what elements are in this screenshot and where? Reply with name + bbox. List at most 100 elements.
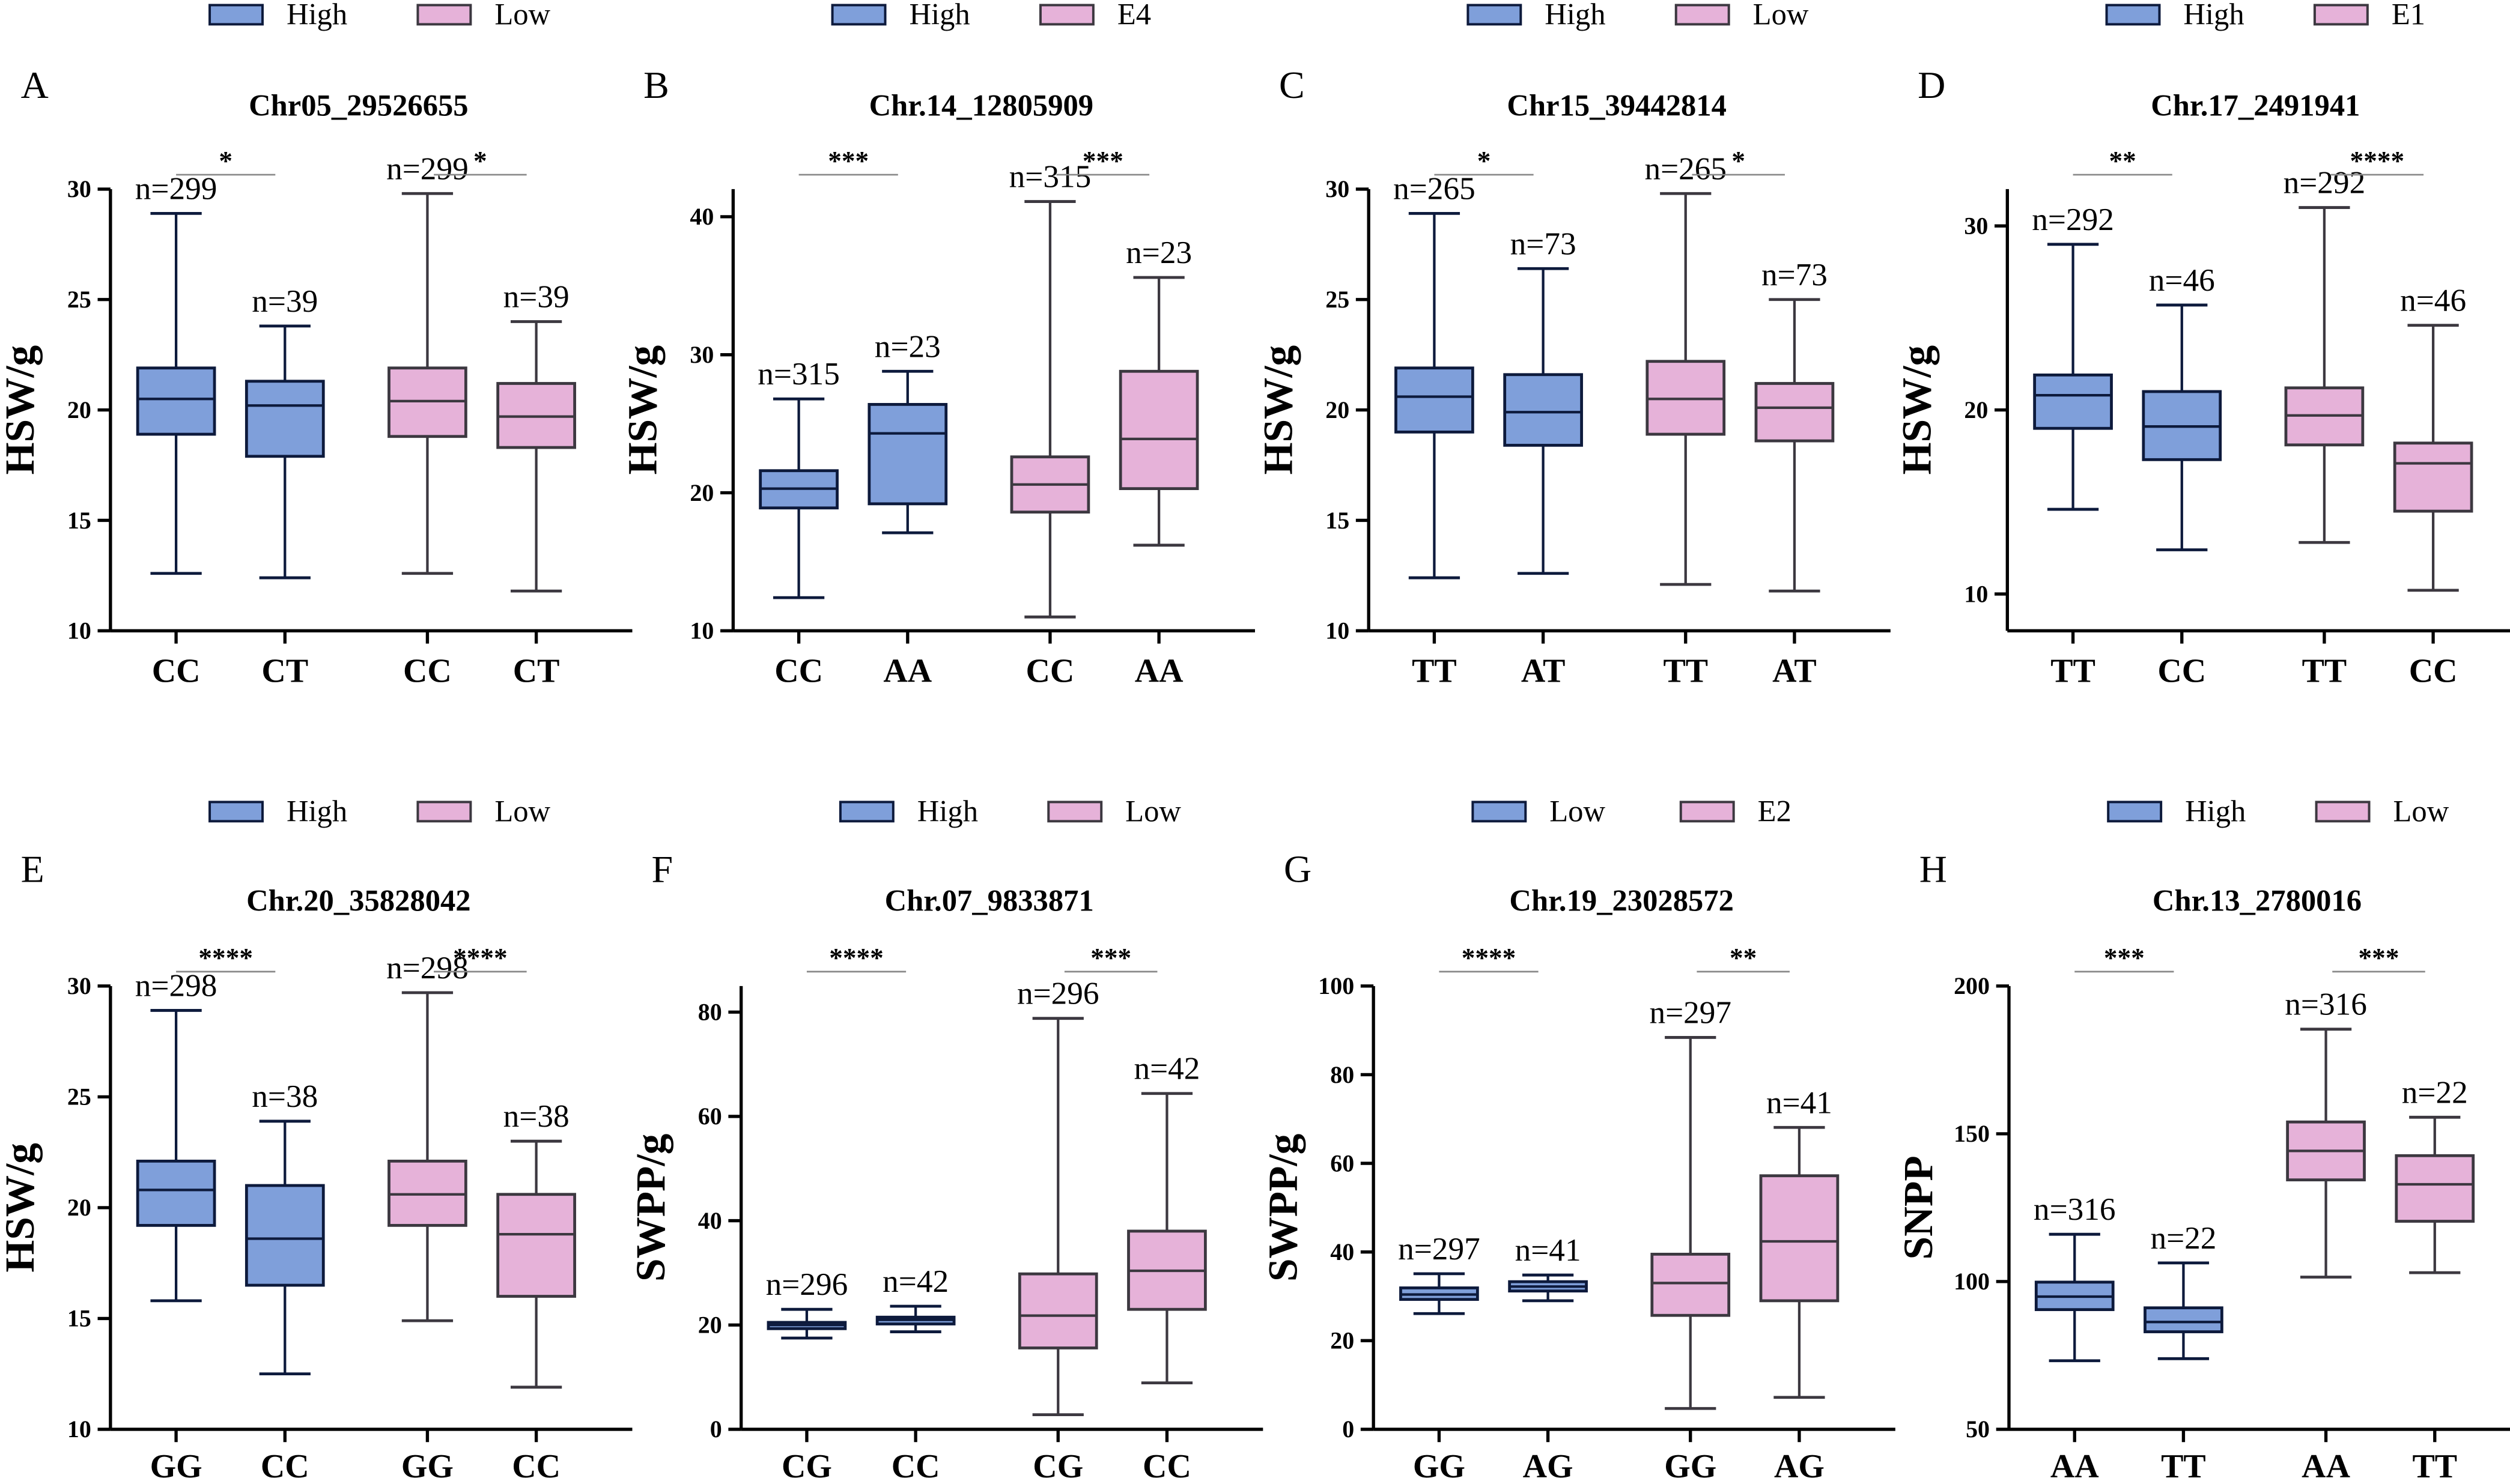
legend-label: High xyxy=(909,0,970,31)
y-tick-label: 10 xyxy=(67,1416,91,1443)
x-tick-label: GG xyxy=(150,1448,202,1484)
box-CG-High: CG n=296 xyxy=(766,1267,848,1484)
significance-stars: ** xyxy=(1730,943,1757,973)
n-label: n=22 xyxy=(2402,1074,2468,1110)
legend: High Low xyxy=(2107,794,2449,828)
x-tick-label: TT xyxy=(2161,1448,2206,1484)
box-AG-E2: AG n=41 xyxy=(1759,1085,1840,1484)
chart-title: Chr05_29526655 xyxy=(249,88,469,122)
box-CC-Low: CC n=42 xyxy=(1127,1051,1207,1484)
n-label: n=265 xyxy=(1393,171,1475,206)
x-tick-label: CG xyxy=(782,1448,832,1484)
legend: Low E2 xyxy=(1471,794,1791,828)
x-tick-label: AT xyxy=(1521,653,1566,690)
legend: High Low xyxy=(839,794,1181,828)
n-label: n=46 xyxy=(2149,262,2215,298)
significance-stars: * xyxy=(1477,146,1491,176)
x-tick-label: AA xyxy=(2050,1448,2099,1484)
box-CC-Low: CC n=315 xyxy=(1009,159,1092,690)
y-tick-label: 15 xyxy=(67,1305,91,1332)
y-tick-label: 40 xyxy=(690,203,714,230)
n-label: n=39 xyxy=(252,283,318,319)
y-tick-label: 40 xyxy=(1330,1238,1354,1265)
y-tick-label: 0 xyxy=(710,1416,722,1443)
legend: High E1 xyxy=(2105,0,2425,31)
legend-label: Low xyxy=(2393,794,2449,828)
y-tick-label: 20 xyxy=(1325,396,1349,423)
n-label: n=299 xyxy=(135,171,217,206)
box-CG-Low: CG n=296 xyxy=(1017,976,1099,1484)
x-tick-label: CC xyxy=(2409,653,2458,690)
significance-stars: **** xyxy=(829,943,884,973)
y-tick-label: 15 xyxy=(1325,507,1349,534)
y-tick-label: 30 xyxy=(1964,213,1988,240)
n-label: n=41 xyxy=(1515,1232,1581,1268)
y-tick-label: 80 xyxy=(698,999,722,1026)
box-TT-Low: TT n=22 xyxy=(2395,1074,2475,1484)
y-tick-label: 40 xyxy=(698,1207,722,1234)
y-axis-label: HSW/g xyxy=(0,1143,43,1273)
box-iqr xyxy=(136,1159,216,1227)
box-iqr xyxy=(2144,1306,2223,1333)
n-label: n=265 xyxy=(1644,151,1727,186)
y-tick-label: 10 xyxy=(690,617,714,644)
chart-title: Chr.20_35828042 xyxy=(246,884,471,918)
n-label: n=22 xyxy=(2150,1220,2216,1256)
box-TT-High: TT n=22 xyxy=(2144,1220,2223,1484)
significance-stars: * xyxy=(219,146,232,176)
box-GG-High: GG n=298 xyxy=(135,968,217,1484)
chart-title: Chr15_39442814 xyxy=(1507,88,1727,122)
x-tick-label: GG xyxy=(1664,1448,1716,1484)
legend-label: High xyxy=(2185,794,2246,828)
box-CC-Low: CC n=46 xyxy=(2393,283,2473,690)
n-label: n=296 xyxy=(1017,976,1099,1011)
y-tick-label: 25 xyxy=(1325,286,1349,313)
significance-stars: **** xyxy=(2350,146,2405,176)
significance-stars: * xyxy=(1731,146,1745,176)
y-axis-label: SWPP/g xyxy=(627,1134,673,1282)
legend-label: Low xyxy=(494,0,550,31)
chart-title: Chr.07_9833871 xyxy=(885,884,1094,918)
chart-title: Chr.14_12805909 xyxy=(869,88,1094,122)
panel-letter: G xyxy=(1284,848,1311,891)
legend-swatch xyxy=(2105,4,2161,26)
y-tick-label: 15 xyxy=(67,507,91,534)
n-label: n=38 xyxy=(503,1098,570,1134)
y-tick-label: 20 xyxy=(67,396,91,423)
legend: High E4 xyxy=(831,0,1151,31)
x-tick-label: CC xyxy=(403,653,452,690)
box-TT-High: TT n=265 xyxy=(1393,171,1475,689)
y-tick-label: 30 xyxy=(67,972,91,999)
panel-letter: A xyxy=(21,64,49,106)
n-label: n=46 xyxy=(2400,283,2466,318)
legend-swatch xyxy=(416,4,472,26)
box-iqr xyxy=(245,380,325,458)
significance-stars: **** xyxy=(198,943,253,973)
n-label: n=23 xyxy=(1126,235,1192,270)
y-tick-label: 25 xyxy=(67,1083,91,1110)
box-CC-High: CC n=46 xyxy=(2142,262,2222,690)
y-tick-label: 60 xyxy=(698,1103,722,1130)
n-label: n=292 xyxy=(2032,202,2114,237)
box-TT-High: TT n=292 xyxy=(2032,202,2114,690)
n-label: n=315 xyxy=(758,356,840,392)
box-CC-High: CC n=38 xyxy=(245,1079,325,1484)
panel-letter: D xyxy=(1918,64,1945,106)
significance-stars: * xyxy=(473,146,487,176)
x-tick-label: CG xyxy=(1033,1448,1083,1484)
n-label: n=315 xyxy=(1009,159,1092,195)
y-tick-label: 25 xyxy=(67,286,91,313)
x-tick-label: TT xyxy=(2302,653,2347,690)
n-label: n=296 xyxy=(766,1267,848,1302)
box-CT-Low: CT n=39 xyxy=(496,279,576,690)
box-CT-High: CT n=39 xyxy=(245,283,325,690)
legend-swatch xyxy=(2315,801,2371,823)
x-tick-label: AG xyxy=(1774,1448,1825,1484)
x-tick-label: GG xyxy=(401,1448,454,1484)
y-tick-label: 20 xyxy=(1330,1327,1354,1354)
panel-H: High Low H Chr.13_2780016 SNPP 50 100 150 200 AA n… xyxy=(1895,794,2510,1484)
significance-stars: *** xyxy=(2359,943,2399,973)
x-tick-label: CC xyxy=(1026,653,1075,690)
significance-stars: **** xyxy=(453,943,508,973)
box-CC-High: CC n=315 xyxy=(758,356,840,689)
